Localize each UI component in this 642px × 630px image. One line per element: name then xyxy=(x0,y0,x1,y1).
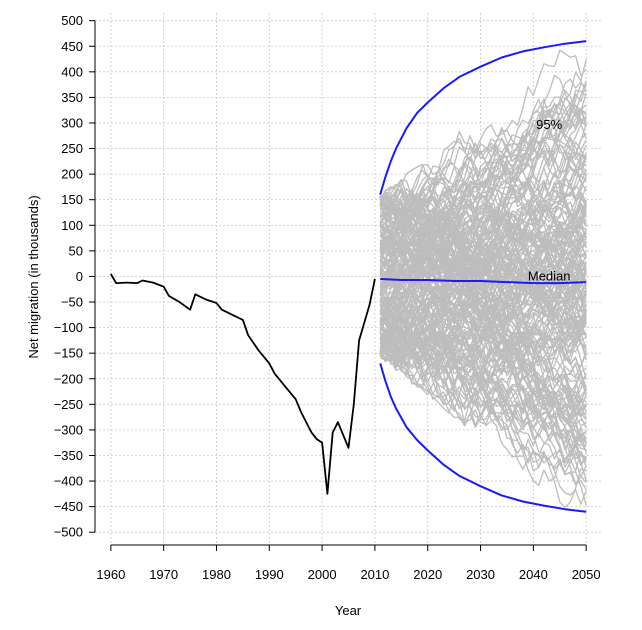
trajectory-line xyxy=(379,185,587,328)
trajectory-line xyxy=(379,110,587,263)
trajectory-line xyxy=(379,274,587,427)
trajectory-line xyxy=(379,191,587,445)
trajectory-line xyxy=(379,310,587,388)
trajectory-line xyxy=(380,179,587,467)
y-tick-label: 0 xyxy=(76,269,83,284)
trajectory-line xyxy=(379,199,587,359)
lower-95-line xyxy=(379,363,587,513)
trajectory-lines xyxy=(379,49,587,508)
trajectory-line xyxy=(379,195,587,276)
trajectory-line xyxy=(379,181,587,251)
x-tick-label: 1960 xyxy=(96,567,125,582)
x-tick-label: 2050 xyxy=(572,567,601,582)
y-tick-label: 350 xyxy=(61,90,83,105)
trajectory-line xyxy=(379,178,587,239)
y-tick-label: −400 xyxy=(54,474,83,489)
y-tick-label: 150 xyxy=(61,192,83,207)
axes: −500−450−400−350−300−250−200−150−100−500… xyxy=(54,13,601,582)
y-tick-label: 200 xyxy=(61,167,83,182)
trajectory-line xyxy=(379,83,587,215)
trajectory-line xyxy=(379,225,587,303)
trajectory-line xyxy=(380,184,587,285)
trajectory-line xyxy=(380,277,587,446)
trajectory-line xyxy=(379,192,587,325)
y-tick-label: −300 xyxy=(54,422,83,437)
trajectory-line xyxy=(379,204,587,326)
x-axis-title: Year xyxy=(335,603,362,618)
x-tick-label: 2020 xyxy=(413,567,442,582)
trajectory-line xyxy=(379,230,587,285)
y-tick-label: 100 xyxy=(61,218,83,233)
y-tick-label: −50 xyxy=(61,295,83,310)
trajectory-line xyxy=(380,202,587,354)
annotation-median: Median xyxy=(528,268,571,283)
trajectory-line xyxy=(380,246,587,336)
y-tick-label: 50 xyxy=(69,243,83,258)
observed-line xyxy=(110,273,376,495)
trajectory-line xyxy=(379,196,587,366)
trajectory-line xyxy=(379,262,587,366)
y-tick-label: 300 xyxy=(61,115,83,130)
y-axis-title: Net migration (in thousands) xyxy=(26,195,41,358)
trajectory-line xyxy=(379,279,587,370)
x-tick-label: 1970 xyxy=(149,567,178,582)
x-tick-label: 1980 xyxy=(202,567,231,582)
annotation-95-percent: 95% xyxy=(536,117,562,132)
trajectory-line xyxy=(379,248,587,307)
trajectory-line xyxy=(379,198,587,388)
x-tick-label: 2040 xyxy=(519,567,548,582)
y-tick-label: −250 xyxy=(54,397,83,412)
x-tick-label: 1990 xyxy=(255,567,284,582)
trajectory-line xyxy=(379,294,587,431)
y-tick-label: −350 xyxy=(54,448,83,463)
y-tick-label: −500 xyxy=(54,525,83,540)
y-tick-label: −450 xyxy=(54,499,83,514)
x-tick-label: 2030 xyxy=(466,567,495,582)
trajectory-line xyxy=(379,329,587,427)
upper-95-line xyxy=(379,40,587,195)
trajectory-line xyxy=(379,234,587,322)
y-tick-label: −200 xyxy=(54,371,83,386)
x-tick-label: 2010 xyxy=(360,567,389,582)
x-tick-label: 2000 xyxy=(308,567,337,582)
series-lines xyxy=(110,40,587,513)
trajectory-line xyxy=(379,319,587,478)
y-tick-label: −150 xyxy=(54,346,83,361)
y-tick-label: −100 xyxy=(54,320,83,335)
trajectory-line xyxy=(379,195,587,486)
y-tick-label: 450 xyxy=(61,39,83,54)
median-line xyxy=(380,278,587,285)
y-tick-label: 500 xyxy=(61,13,83,28)
y-tick-label: 400 xyxy=(61,64,83,79)
trajectory-line xyxy=(379,136,587,250)
y-tick-label: 250 xyxy=(61,141,83,156)
